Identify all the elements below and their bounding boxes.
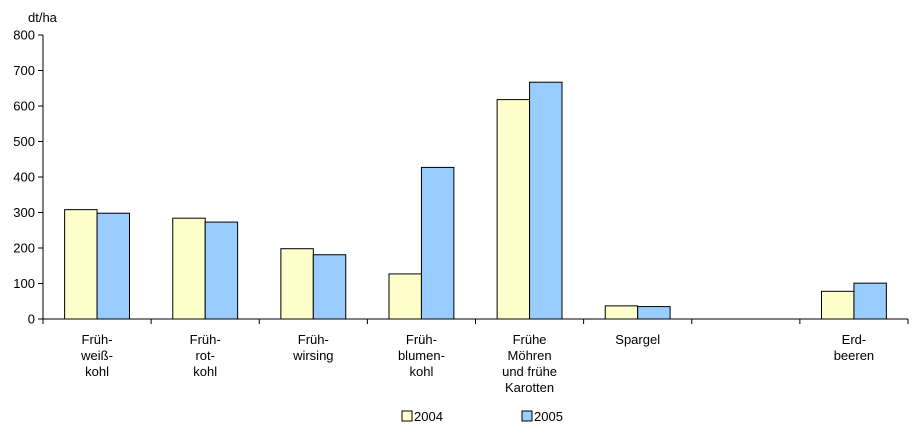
y-tick-label: 600 — [13, 99, 35, 114]
bar-2005-7 — [853, 282, 887, 320]
y-tick-label: 0 — [28, 312, 35, 327]
bar-2005-0 — [96, 212, 130, 320]
y-tick-label: 100 — [13, 276, 35, 291]
bar-2005-5 — [637, 306, 671, 320]
y-axis-unit-label: dt/ha — [28, 10, 58, 25]
y-tick-label: 400 — [13, 170, 35, 185]
bar-2005-2 — [312, 254, 347, 320]
y-tick-label: 800 — [13, 28, 35, 43]
bar-2005-4 — [529, 81, 563, 320]
legend: 2004 2005 — [401, 409, 563, 424]
y-tick-label: 200 — [13, 241, 35, 256]
category-labels: Früh-weiß-kohl Früh-rot-kohl Früh-wirsing F… — [80, 332, 874, 395]
bar-2005-1 — [204, 221, 239, 320]
bars-group — [64, 81, 887, 320]
legend-label-2004: 2004 — [414, 409, 443, 424]
bar-2004-1 — [172, 217, 206, 320]
y-tick-label: 300 — [13, 205, 35, 220]
bar-2004-5 — [604, 305, 639, 320]
bar-2004-0 — [64, 209, 98, 320]
bar-2004-2 — [280, 248, 314, 320]
x-axis — [42, 318, 909, 324]
x-category-label: Früh-wirsing — [292, 332, 333, 363]
x-category-label: Erd-beeren — [834, 332, 874, 363]
x-category-label: Früh-rot-kohl — [190, 332, 221, 379]
legend-swatch-2005 — [521, 410, 533, 422]
x-category-label: Frühe Möhren und frühe Karotten — [502, 332, 557, 395]
x-category-label: Früh-blumen-kohl — [398, 332, 445, 379]
x-category-label: Spargel — [615, 332, 660, 347]
bar-2004-4 — [496, 99, 531, 320]
legend-label-2005: 2005 — [534, 409, 563, 424]
x-category-label: Früh-weiß-kohl — [80, 332, 113, 379]
legend-swatch-2004 — [401, 410, 413, 422]
y-tick-label: 500 — [13, 134, 35, 149]
y-tick-label: 700 — [13, 63, 35, 78]
bar-2005-3 — [420, 166, 455, 320]
bar-2004-7 — [821, 290, 855, 320]
y-axis: 0 100 200 300 400 500 600 700 800 — [13, 28, 44, 327]
bar-2004-3 — [388, 273, 422, 320]
